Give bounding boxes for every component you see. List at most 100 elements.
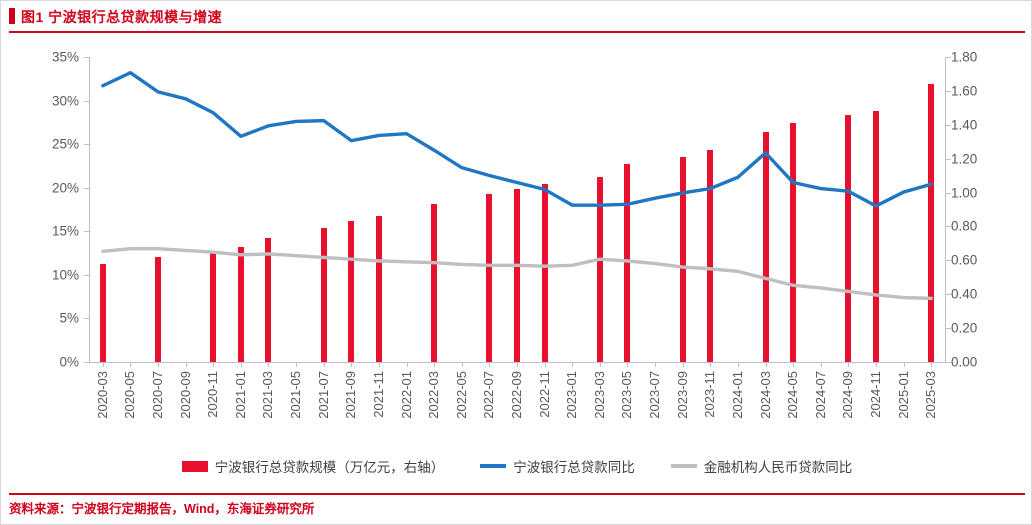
legend-label: 金融机构人民币贷款同比 bbox=[703, 460, 853, 475]
bar-2025-03 bbox=[928, 84, 935, 362]
left-axis-label: 10% bbox=[51, 267, 79, 283]
right-axis-line bbox=[945, 57, 946, 362]
bar-2021-07 bbox=[320, 228, 327, 362]
left-axis-tick bbox=[84, 144, 89, 146]
x-axis-label: 2021-03 bbox=[260, 371, 276, 419]
legend-line-swatch bbox=[480, 464, 507, 468]
x-axis-tick bbox=[599, 362, 601, 367]
x-axis-label: 2020-03 bbox=[94, 371, 110, 419]
right-axis-label: 1.60 bbox=[951, 83, 978, 99]
x-axis-tick bbox=[102, 362, 104, 367]
left-axis-tick bbox=[84, 100, 89, 102]
bar-2022-11 bbox=[541, 184, 548, 362]
legend-bar-swatch bbox=[181, 460, 208, 472]
right-axis-tick bbox=[946, 124, 951, 126]
x-axis-label: 2021-07 bbox=[315, 371, 331, 419]
x-axis-tick bbox=[406, 362, 408, 367]
left-axis-label: 30% bbox=[51, 93, 79, 109]
x-axis-label: 2021-01 bbox=[232, 371, 248, 419]
bar-2021-03 bbox=[265, 238, 272, 362]
legend-label: 宁波银行总贷款同比 bbox=[513, 460, 635, 475]
legend-item-1[interactable]: 宁波银行总贷款同比 bbox=[480, 456, 635, 476]
bar-2024-03 bbox=[762, 131, 769, 362]
chart-legend: 宁波银行总贷款规模（万亿元，右轴） 宁波银行总贷款同比 金融机构人民币贷款同比 bbox=[1, 456, 1032, 476]
x-axis-label: 2024-03 bbox=[757, 371, 773, 419]
x-axis-tick bbox=[737, 362, 739, 367]
right-axis-tick bbox=[946, 90, 951, 92]
left-axis-label: 0% bbox=[59, 354, 79, 370]
left-axis-label: 20% bbox=[51, 180, 79, 196]
x-axis-label: 2022-05 bbox=[453, 371, 469, 419]
x-axis-tick bbox=[489, 362, 491, 367]
left-axis-tick bbox=[84, 362, 89, 363]
x-axis-label: 2023-09 bbox=[674, 371, 690, 419]
x-axis-tick bbox=[682, 362, 684, 367]
right-axis-label: 1.00 bbox=[951, 185, 978, 201]
left-axis-label: 35% bbox=[51, 49, 79, 65]
left-axis-tick bbox=[84, 187, 89, 189]
x-axis-label: 2022-09 bbox=[509, 371, 524, 419]
x-axis-tick bbox=[378, 362, 380, 367]
x-axis-label: 2020-09 bbox=[177, 371, 193, 419]
x-axis-label: 2021-05 bbox=[288, 371, 304, 419]
figure-header: 图1 宁波银行总贷款规模与增速 bbox=[1, 1, 1032, 33]
left-axis-label: 25% bbox=[51, 136, 79, 152]
bar-2023-03 bbox=[596, 177, 603, 362]
bar-2020-07 bbox=[155, 256, 162, 362]
legend-item-2[interactable]: 金融机构人民币贷款同比 bbox=[670, 456, 853, 476]
right-axis-label: 0.20 bbox=[951, 320, 978, 336]
right-axis-tick bbox=[946, 192, 951, 194]
right-axis-label: 1.20 bbox=[951, 151, 978, 167]
line-1f77c4 bbox=[101, 70, 933, 208]
x-axis-tick bbox=[323, 362, 325, 367]
right-axis-label: 1.80 bbox=[951, 49, 978, 65]
bar-2022-07 bbox=[486, 194, 493, 362]
right-axis-tick bbox=[946, 57, 951, 58]
x-axis-tick bbox=[351, 362, 353, 367]
x-axis-label: 2023-07 bbox=[647, 371, 663, 419]
left-axis-label: 5% bbox=[59, 310, 79, 326]
x-axis-tick bbox=[793, 362, 795, 367]
right-axis-label: 0.60 bbox=[951, 252, 978, 268]
x-axis-tick bbox=[572, 362, 574, 367]
x-axis-tick bbox=[213, 362, 215, 367]
right-axis-tick bbox=[946, 158, 951, 160]
x-axis-tick bbox=[848, 362, 850, 367]
bar-2021-01 bbox=[237, 246, 244, 362]
bar-2024-05 bbox=[790, 123, 797, 362]
x-axis-label: 2024-09 bbox=[840, 371, 856, 419]
x-axis-tick bbox=[130, 362, 132, 367]
x-axis-tick bbox=[461, 362, 463, 367]
right-axis-label: 0.40 bbox=[951, 286, 978, 302]
x-axis-tick bbox=[710, 362, 712, 367]
x-axis-tick bbox=[158, 362, 160, 367]
x-axis-label: 2022-11 bbox=[536, 371, 552, 418]
left-axis-tick bbox=[84, 57, 89, 58]
bar-2023-09 bbox=[679, 156, 686, 362]
x-axis-tick bbox=[185, 362, 187, 367]
bar-2020-11 bbox=[210, 251, 217, 362]
right-axis-tick bbox=[946, 294, 951, 296]
bar-2020-03 bbox=[99, 263, 106, 362]
right-axis-label: 1.40 bbox=[951, 117, 978, 133]
x-axis-label: 2023-01 bbox=[564, 371, 580, 419]
page-title: 图1 宁波银行总贷款规模与增速 bbox=[21, 9, 223, 25]
bar-2021-09 bbox=[348, 221, 355, 362]
x-axis-label: 2025-03 bbox=[923, 371, 939, 419]
left-axis-label: 15% bbox=[51, 223, 79, 239]
x-axis-tick bbox=[240, 362, 242, 367]
right-axis-tick bbox=[946, 362, 951, 363]
x-axis-tick bbox=[268, 362, 270, 367]
legend-item-0[interactable]: 宁波银行总贷款规模（万亿元，右轴） bbox=[181, 456, 444, 476]
left-axis-line bbox=[89, 57, 90, 362]
bar-2022-03 bbox=[431, 204, 438, 362]
source-note: 资料来源：宁波银行定期报告，Wind，东海证券研究所 bbox=[9, 502, 315, 516]
x-axis-label: 2021-09 bbox=[343, 371, 359, 419]
x-axis-tick bbox=[434, 362, 436, 367]
bar-2024-11 bbox=[872, 111, 879, 362]
line-series bbox=[101, 70, 933, 301]
left-axis-tick bbox=[84, 231, 89, 233]
legend-line-swatch bbox=[670, 464, 697, 468]
right-axis-label: 0.80 bbox=[951, 218, 978, 234]
bar-2024-09 bbox=[845, 114, 852, 362]
